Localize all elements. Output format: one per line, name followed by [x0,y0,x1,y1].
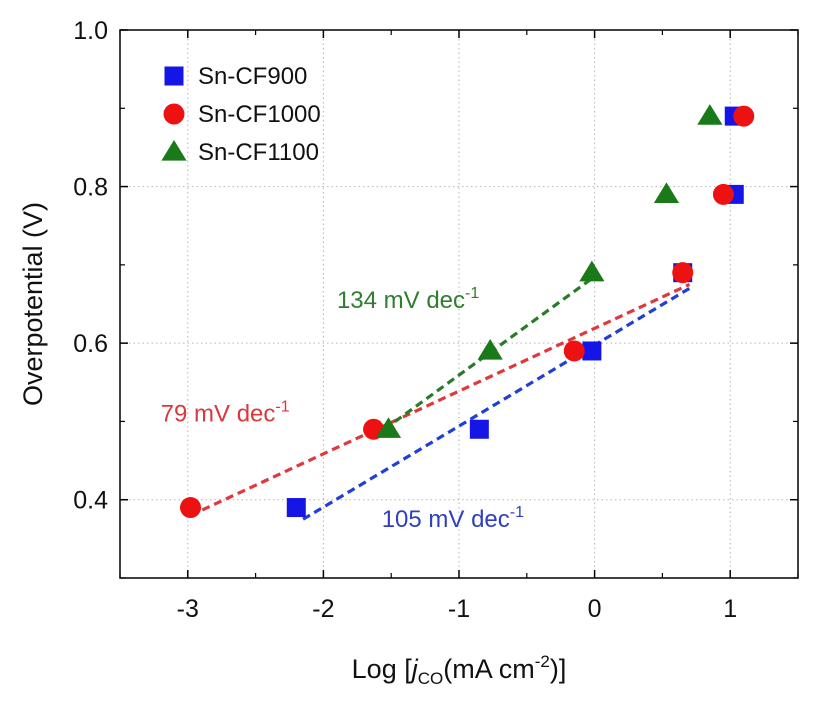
legend-label-sn-cf900: Sn-CF900 [198,63,307,90]
fit-line-layer [189,275,691,521]
slope-annotation-0: 134 mV dec-1 [337,285,479,314]
y-tick-label-2: 0.8 [73,174,108,202]
slope-annotation-text-2: 105 mV dec [382,506,510,533]
x-title-prefix: Log [ [352,654,413,684]
fit-line-0 [302,286,691,521]
data-point-sn-cf900-0 [286,498,306,518]
slope-annotation-sup-2: -1 [510,504,524,521]
legend-label-sn-cf1000: Sn-CF1000 [198,101,321,128]
data-point-sn-cf900-2 [582,341,602,361]
data-point-sn-cf1000-2 [563,340,585,362]
x-title-italic: j [408,654,419,684]
x-title-subscript: CO [418,669,444,688]
slope-annotation-sup-1: -1 [275,398,289,415]
data-point-sn-cf1000-5 [733,105,755,127]
slope-annotation-sup-0: -1 [465,285,479,302]
data-point-sn-cf1100-1 [477,338,503,360]
legend: Sn-CF900 Sn-CF1000 Sn-CF1100 [161,63,321,166]
y-axis-title: Overpotential (V) [18,202,48,406]
data-point-sn-cf1000-0 [180,497,202,519]
x-tick-label-1: -2 [312,595,334,623]
data-point-sn-cf1100-4 [697,104,723,125]
slope-annotation-2: 105 mV dec-1 [382,504,524,533]
legend-label-sn-cf1100: Sn-CF1100 [198,139,319,166]
x-tick-label-0: -3 [177,595,199,623]
legend-marker-sn-cf1000 [163,103,185,125]
y-tick-label-3: 1.0 [73,17,108,45]
data-point-sn-cf1000-4 [712,183,734,205]
slope-annotation-1: 79 mV dec-1 [161,398,290,427]
data-point-sn-cf1100-3 [653,182,680,204]
y-tick-label-0: 0.4 [73,487,108,515]
data-point-layer [180,104,755,519]
x-tick-label-4: 1 [723,595,737,623]
fit-line-1 [189,282,691,517]
data-point-sn-cf1100-2 [579,260,605,282]
data-point-sn-cf900-1 [469,419,489,439]
x-tick-label-3: 0 [588,595,602,623]
x-axis-title: Log [jCO(mA cm-2)] [352,652,567,688]
x-title-middle: (mA cm [443,654,535,684]
x-tick-label-2: -1 [448,595,470,623]
legend-marker-sn-cf1100 [161,140,187,161]
slope-annotation-text-1: 79 mV dec [161,400,276,427]
data-point-sn-cf1100-0 [375,417,402,438]
fit-line-2 [383,275,596,431]
x-title-suffix: )] [550,654,567,684]
y-tick-label-1: 0.6 [73,330,108,358]
x-title-superscript: -2 [535,652,550,671]
slope-annotation-text-0: 134 mV dec [337,287,465,314]
data-point-sn-cf1000-3 [672,262,694,284]
axis-tick-layer: -3 -2 -1 0 1 0.4 0.6 0.8 1.0 [73,17,799,623]
legend-marker-sn-cf900 [164,66,184,86]
